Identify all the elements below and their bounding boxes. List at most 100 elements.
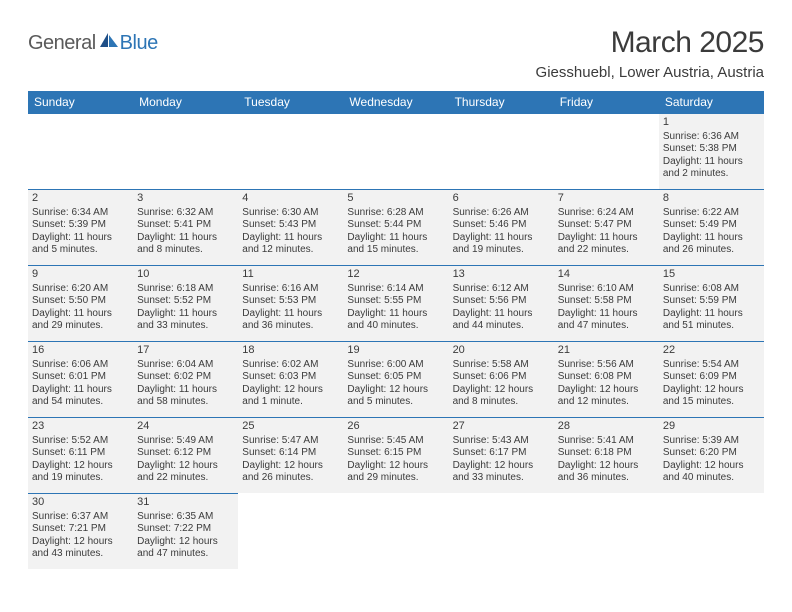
- calendar-day-header: Saturday: [659, 91, 764, 113]
- sunrise-line: Sunrise: 6:32 AM: [137, 207, 234, 220]
- day-number: 14: [558, 268, 655, 282]
- sunrise-line: Sunrise: 6:06 AM: [32, 359, 129, 372]
- day-number: 26: [347, 420, 444, 434]
- sunrise-line: Sunrise: 5:54 AM: [663, 359, 760, 372]
- calendar-day-cell: 16Sunrise: 6:06 AMSunset: 6:01 PMDayligh…: [28, 341, 133, 417]
- calendar-day-header: Sunday: [28, 91, 133, 113]
- daylight-line: Daylight: 11 hours and 26 minutes.: [663, 232, 760, 257]
- sunset-line: Sunset: 5:50 PM: [32, 295, 129, 308]
- day-number: 2: [32, 192, 129, 206]
- sunrise-line: Sunrise: 6:24 AM: [558, 207, 655, 220]
- sunset-line: Sunset: 5:52 PM: [137, 295, 234, 308]
- calendar-day-header: Monday: [133, 91, 238, 113]
- calendar-day-cell: 20Sunrise: 5:58 AMSunset: 6:06 PMDayligh…: [449, 341, 554, 417]
- sunrise-line: Sunrise: 6:04 AM: [137, 359, 234, 372]
- calendar-blank-cell: [133, 113, 238, 189]
- calendar-day-cell: 9Sunrise: 6:20 AMSunset: 5:50 PMDaylight…: [28, 265, 133, 341]
- day-number: 7: [558, 192, 655, 206]
- calendar-blank-cell: [28, 113, 133, 189]
- sunset-line: Sunset: 5:38 PM: [663, 143, 760, 156]
- daylight-line: Daylight: 11 hours and 29 minutes.: [32, 308, 129, 333]
- calendar-day-cell: 23Sunrise: 5:52 AMSunset: 6:11 PMDayligh…: [28, 417, 133, 493]
- day-number: 31: [137, 496, 234, 510]
- calendar-grid: 1Sunrise: 6:36 AMSunset: 5:38 PMDaylight…: [28, 113, 764, 569]
- daylight-line: Daylight: 12 hours and 33 minutes.: [453, 460, 550, 485]
- day-number: 15: [663, 268, 760, 282]
- title-block: March 2025 Giesshuebl, Lower Austria, Au…: [536, 26, 764, 81]
- day-number: 20: [453, 344, 550, 358]
- day-number: 6: [453, 192, 550, 206]
- daylight-line: Daylight: 11 hours and 47 minutes.: [558, 308, 655, 333]
- calendar-blank-cell: [238, 113, 343, 189]
- sunset-line: Sunset: 6:20 PM: [663, 447, 760, 460]
- calendar-day-cell: 18Sunrise: 6:02 AMSunset: 6:03 PMDayligh…: [238, 341, 343, 417]
- sunrise-line: Sunrise: 5:52 AM: [32, 435, 129, 448]
- day-number: 8: [663, 192, 760, 206]
- sunrise-line: Sunrise: 6:28 AM: [347, 207, 444, 220]
- day-number: 11: [242, 268, 339, 282]
- day-number: 30: [32, 496, 129, 510]
- day-number: 24: [137, 420, 234, 434]
- calendar-blank-cell: [449, 113, 554, 189]
- calendar-day-cell: 29Sunrise: 5:39 AMSunset: 6:20 PMDayligh…: [659, 417, 764, 493]
- daylight-line: Daylight: 11 hours and 15 minutes.: [347, 232, 444, 257]
- sunset-line: Sunset: 6:14 PM: [242, 447, 339, 460]
- calendar-day-cell: 19Sunrise: 6:00 AMSunset: 6:05 PMDayligh…: [343, 341, 448, 417]
- sunset-line: Sunset: 6:18 PM: [558, 447, 655, 460]
- sunrise-line: Sunrise: 5:39 AM: [663, 435, 760, 448]
- calendar-day-header: Tuesday: [238, 91, 343, 113]
- calendar-header-row: SundayMondayTuesdayWednesdayThursdayFrid…: [28, 91, 764, 113]
- sunset-line: Sunset: 6:02 PM: [137, 371, 234, 384]
- calendar-day-cell: 30Sunrise: 6:37 AMSunset: 7:21 PMDayligh…: [28, 493, 133, 569]
- day-number: 18: [242, 344, 339, 358]
- header: General Blue March 2025 Giesshuebl, Lowe…: [28, 26, 764, 81]
- day-number: 29: [663, 420, 760, 434]
- sunset-line: Sunset: 6:05 PM: [347, 371, 444, 384]
- sunrise-line: Sunrise: 6:26 AM: [453, 207, 550, 220]
- daylight-line: Daylight: 12 hours and 1 minute.: [242, 384, 339, 409]
- daylight-line: Daylight: 11 hours and 44 minutes.: [453, 308, 550, 333]
- sunset-line: Sunset: 6:08 PM: [558, 371, 655, 384]
- day-number: 16: [32, 344, 129, 358]
- daylight-line: Daylight: 11 hours and 22 minutes.: [558, 232, 655, 257]
- calendar-day-header: Wednesday: [343, 91, 448, 113]
- calendar-day-cell: 28Sunrise: 5:41 AMSunset: 6:18 PMDayligh…: [554, 417, 659, 493]
- day-number: 28: [558, 420, 655, 434]
- sunrise-line: Sunrise: 5:43 AM: [453, 435, 550, 448]
- sunset-line: Sunset: 5:55 PM: [347, 295, 444, 308]
- sunset-line: Sunset: 6:03 PM: [242, 371, 339, 384]
- sunset-line: Sunset: 5:39 PM: [32, 219, 129, 232]
- calendar-day-cell: 17Sunrise: 6:04 AMSunset: 6:02 PMDayligh…: [133, 341, 238, 417]
- daylight-line: Daylight: 12 hours and 12 minutes.: [558, 384, 655, 409]
- sunrise-line: Sunrise: 6:18 AM: [137, 283, 234, 296]
- calendar-day-cell: 7Sunrise: 6:24 AMSunset: 5:47 PMDaylight…: [554, 189, 659, 265]
- calendar-day-cell: 11Sunrise: 6:16 AMSunset: 5:53 PMDayligh…: [238, 265, 343, 341]
- daylight-line: Daylight: 11 hours and 33 minutes.: [137, 308, 234, 333]
- sunrise-line: Sunrise: 6:22 AM: [663, 207, 760, 220]
- day-number: 13: [453, 268, 550, 282]
- sunset-line: Sunset: 5:56 PM: [453, 295, 550, 308]
- sunrise-line: Sunrise: 6:14 AM: [347, 283, 444, 296]
- day-number: 12: [347, 268, 444, 282]
- sunset-line: Sunset: 6:15 PM: [347, 447, 444, 460]
- calendar-day-cell: 12Sunrise: 6:14 AMSunset: 5:55 PMDayligh…: [343, 265, 448, 341]
- sunset-line: Sunset: 5:41 PM: [137, 219, 234, 232]
- calendar-day-cell: 8Sunrise: 6:22 AMSunset: 5:49 PMDaylight…: [659, 189, 764, 265]
- daylight-line: Daylight: 11 hours and 40 minutes.: [347, 308, 444, 333]
- sunrise-line: Sunrise: 6:30 AM: [242, 207, 339, 220]
- sunset-line: Sunset: 6:09 PM: [663, 371, 760, 384]
- logo-part1: General: [28, 32, 96, 55]
- day-number: 25: [242, 420, 339, 434]
- sunset-line: Sunset: 6:01 PM: [32, 371, 129, 384]
- calendar-day-cell: 1Sunrise: 6:36 AMSunset: 5:38 PMDaylight…: [659, 113, 764, 189]
- logo-part2: Blue: [120, 32, 158, 55]
- calendar-day-cell: 21Sunrise: 5:56 AMSunset: 6:08 PMDayligh…: [554, 341, 659, 417]
- day-number: 5: [347, 192, 444, 206]
- calendar-day-header: Friday: [554, 91, 659, 113]
- calendar-day-cell: 14Sunrise: 6:10 AMSunset: 5:58 PMDayligh…: [554, 265, 659, 341]
- day-number: 4: [242, 192, 339, 206]
- calendar-day-cell: 25Sunrise: 5:47 AMSunset: 6:14 PMDayligh…: [238, 417, 343, 493]
- day-number: 10: [137, 268, 234, 282]
- daylight-line: Daylight: 11 hours and 8 minutes.: [137, 232, 234, 257]
- sunset-line: Sunset: 6:11 PM: [32, 447, 129, 460]
